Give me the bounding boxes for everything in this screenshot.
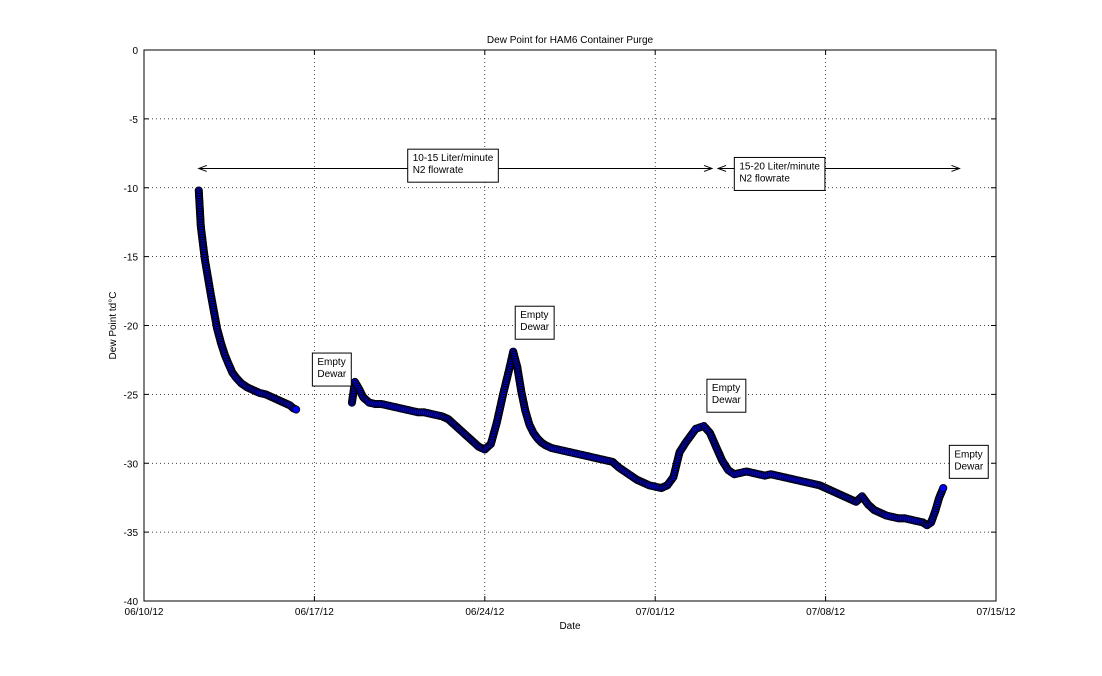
annotation-line-2: N2 flowrate: [739, 173, 790, 184]
annotation-line-2: Dewar: [317, 369, 347, 380]
annotation-line-1: Empty: [520, 310, 548, 321]
annotation-line-2: N2 flowrate: [413, 165, 464, 176]
y-tick-label: -5: [129, 115, 138, 126]
annotation-frame: [311, 352, 352, 387]
y-tick-label: 0: [132, 46, 138, 57]
y-tick-label: -20: [124, 322, 139, 333]
annotation-frame: [948, 444, 989, 479]
flow-arrow-head-left: [197, 164, 207, 172]
y-tick-label: -40: [124, 597, 139, 608]
annotation-line-2: Dewar: [520, 322, 550, 333]
flow-arrow-head-left: [716, 164, 727, 172]
annotation-line-1: Empty: [712, 383, 740, 394]
x-tick-label: 06/24/12: [465, 607, 504, 618]
x-axis: 06/10/12 06/17/12 06/24/12 07/01/12 07/08/12…: [125, 50, 1016, 618]
y-tick-label: -35: [124, 528, 139, 539]
data-point: [939, 483, 948, 493]
x-tick-label: 06/17/12: [295, 607, 334, 618]
y-axis-label: Dew Point td°C: [108, 292, 119, 360]
y-tick-label: -30: [124, 459, 139, 470]
annotation-frame: [706, 378, 747, 413]
flow-arrow-head-right: [951, 164, 961, 172]
y-tick-label: -10: [124, 184, 139, 195]
annotation-line-2: Dewar: [954, 461, 984, 472]
x-tick-label: 07/01/12: [636, 607, 675, 618]
x-axis-label: Date: [559, 621, 581, 632]
x-tick-label: 07/08/12: [806, 607, 845, 618]
x-tick-label: 07/15/12: [977, 607, 1016, 618]
annotation-line-2: Dewar: [712, 395, 742, 406]
annotation-frame: [514, 305, 555, 340]
data-points: [194, 186, 948, 530]
y-tick-label: -15: [124, 253, 139, 264]
y-axis: 0 -5 -10 -15 -20 -25 -30 -35 -40: [124, 46, 996, 608]
x-tick-label: 06/10/12: [125, 607, 164, 618]
annotation-line-1: 10-15 Liter/minute: [413, 153, 494, 164]
y-tick-label: -25: [124, 390, 139, 401]
annotation-line-1: Empty: [954, 449, 982, 460]
data-point: [292, 405, 301, 414]
annotation-line-1: Empty: [317, 357, 345, 368]
chart-title: Dew Point for HAM6 Container Purge: [487, 35, 654, 46]
annotation-frame: [407, 148, 499, 183]
annotation-line-1: 15-20 Liter/minute: [739, 161, 820, 172]
flow-arrow-head-right: [703, 164, 714, 172]
annotation-frame: [733, 156, 826, 191]
